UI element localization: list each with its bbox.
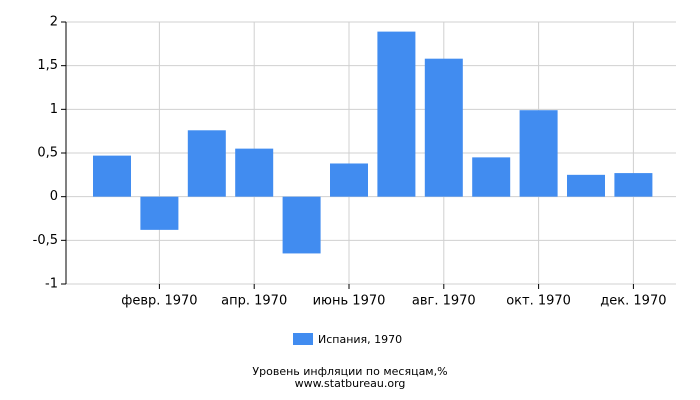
y-tick-label: -1	[45, 277, 58, 292]
x-tick-label: июнь 1970	[313, 294, 386, 309]
bar	[519, 110, 558, 197]
bar	[282, 196, 321, 254]
axes: -1 -0,5 0 0,5 1 1,5 2 февр. 1970 апр. 1970 июнь 1…	[33, 15, 667, 309]
legend-swatch	[293, 333, 313, 345]
source: www.statbureau.org	[295, 377, 406, 390]
bar	[424, 58, 463, 197]
y-tick-label: 0	[50, 189, 58, 204]
bar	[330, 163, 368, 197]
legend-label: Испания, 1970	[318, 333, 402, 346]
y-tick-label: 1,5	[37, 58, 58, 73]
bar	[377, 31, 416, 197]
x-tick-label: февр. 1970	[121, 294, 197, 309]
bar	[614, 173, 653, 197]
y-tick-label: 2	[50, 15, 58, 30]
bar	[235, 148, 274, 197]
x-tick-label: дек. 1970	[600, 294, 666, 309]
x-tick-label: апр. 1970	[221, 294, 287, 309]
chart-title: Уровень инфляции по месяцам,%	[252, 365, 447, 378]
bar	[472, 157, 511, 197]
y-tick-label: 1	[50, 102, 58, 117]
x-tick-label: окт. 1970	[506, 294, 571, 309]
bar	[93, 155, 131, 197]
bars	[93, 31, 653, 254]
bar	[140, 196, 179, 230]
y-tick-label: 0,5	[37, 146, 58, 161]
bar	[567, 174, 605, 197]
bar	[187, 130, 226, 197]
x-tick-label: авг. 1970	[412, 294, 476, 309]
y-tick-label: -0,5	[33, 233, 58, 248]
